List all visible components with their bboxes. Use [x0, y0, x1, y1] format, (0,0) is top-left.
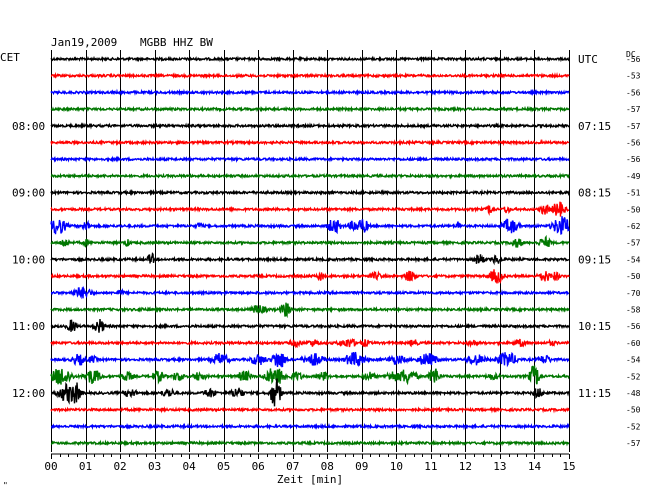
trace-row-23 [50, 439, 570, 447]
x-tick-label: 03 [148, 460, 161, 473]
trace-row-11 [50, 234, 570, 248]
x-tick-label: 01 [79, 460, 92, 473]
right-hour-label: UTC [578, 53, 598, 66]
right-hour-label: 09:15 [578, 253, 611, 266]
left-hour-labels: 08:00 09:00 10:00 11:00 12:00 [12, 120, 45, 400]
trace-row-9 [50, 201, 570, 217]
trace-row-13 [50, 269, 570, 285]
x-tick-label: 11 [424, 460, 437, 473]
time-gridlines [51, 50, 570, 459]
dc-offset-label: -57 [626, 105, 641, 114]
x-tick-label: 14 [528, 460, 542, 473]
left-hour-label: 09:00 [12, 187, 45, 200]
dc-offset-label: -49 [626, 172, 641, 181]
trace-row-18 [50, 351, 570, 368]
left-hour-label: 10:00 [12, 253, 45, 266]
trace-row-0 [50, 55, 570, 63]
trace-row-19 [50, 365, 570, 386]
trace-row-21 [50, 406, 570, 414]
right-hour-label: 10:15 [578, 320, 611, 333]
dc-offset-label: -57 [626, 439, 641, 448]
x-tick-label: 13 [493, 460, 506, 473]
trace-row-12 [50, 252, 570, 266]
trace-row-6 [50, 155, 570, 163]
dc-offset-label: -58 [626, 306, 641, 315]
dc-offset-label: -50 [626, 272, 641, 281]
dc-offset-label: -52 [626, 372, 641, 381]
dc-offset-label: -50 [626, 406, 641, 415]
dc-offset-label: -56 [626, 55, 641, 64]
dc-offset-labels: -56 -53 -56 -57 -57 -56 -56 -49 -51 -50 -62 -57 -54 -… [626, 55, 641, 448]
dc-offset-label: -53 [626, 72, 641, 81]
x-tick-label: 15 [562, 460, 575, 473]
left-hour-label: 11:00 [12, 320, 45, 333]
trace-row-15 [50, 302, 570, 319]
station-label: MGBB HHZ BW [140, 36, 213, 49]
dc-offset-label: -48 [626, 389, 641, 398]
left-hour-label: 12:00 [12, 387, 45, 400]
trace-row-10 [50, 216, 570, 235]
dc-offset-label: -54 [626, 356, 641, 365]
dc-offset-label: -56 [626, 322, 641, 331]
right-hour-labels: UTC 07:15 08:15 09:15 10:15 11:15 [578, 53, 611, 400]
trace-row-4 [50, 122, 570, 130]
x-tick-label: 09 [355, 460, 368, 473]
trace-row-16 [50, 319, 570, 333]
x-tick-label: 05 [217, 460, 230, 473]
trace-row-5 [50, 138, 570, 147]
dc-offset-label: -54 [626, 255, 641, 264]
dc-offset-label: -56 [626, 155, 641, 164]
trace-row-3 [50, 105, 570, 113]
trace-row-2 [50, 88, 570, 97]
x-tick-label: 07 [286, 460, 299, 473]
dc-offset-label: -62 [626, 222, 641, 231]
right-hour-label: 07:15 [578, 120, 611, 133]
left-timezone-label: CET [0, 51, 20, 64]
trace-row-20 [50, 378, 570, 407]
dc-offset-label: -57 [626, 239, 641, 248]
dc-label: DC [626, 50, 636, 59]
date-label: Jan19,2009 [51, 36, 117, 49]
seismic-traces [50, 55, 570, 447]
trace-row-1 [50, 71, 570, 80]
x-axis-label: Zeit [min] [277, 473, 343, 486]
x-tick-label: 00 [44, 460, 57, 473]
trace-row-22 [50, 422, 570, 431]
x-tick-labels: 00 01 02 03 04 05 06 07 08 09 10 11 12 13 14 15 [44, 460, 575, 473]
x-tick-label: 08 [321, 460, 334, 473]
dc-offset-label: -50 [626, 205, 641, 214]
dc-offset-label: -56 [626, 88, 641, 97]
dc-offset-label: -57 [626, 122, 641, 131]
x-tick-label: 10 [390, 460, 403, 473]
dc-offset-label: -56 [626, 139, 641, 148]
dc-offset-label: -51 [626, 189, 641, 198]
x-tick-label: 02 [113, 460, 126, 473]
right-hour-label: 11:15 [578, 387, 611, 400]
trace-row-7 [50, 172, 570, 180]
trace-row-14 [50, 285, 570, 300]
corner-mark: " [3, 481, 8, 490]
dc-offset-label: -52 [626, 422, 641, 431]
dc-offset-label: -70 [626, 289, 641, 298]
x-tick-label: 12 [459, 460, 472, 473]
dc-offset-label: -60 [626, 339, 641, 348]
left-hour-label: 08:00 [12, 120, 45, 133]
trace-row-8 [50, 188, 570, 197]
right-hour-label: 08:15 [578, 187, 611, 200]
x-tick-label: 04 [183, 460, 197, 473]
x-tick-label: 06 [252, 460, 265, 473]
trace-row-17 [50, 338, 570, 349]
